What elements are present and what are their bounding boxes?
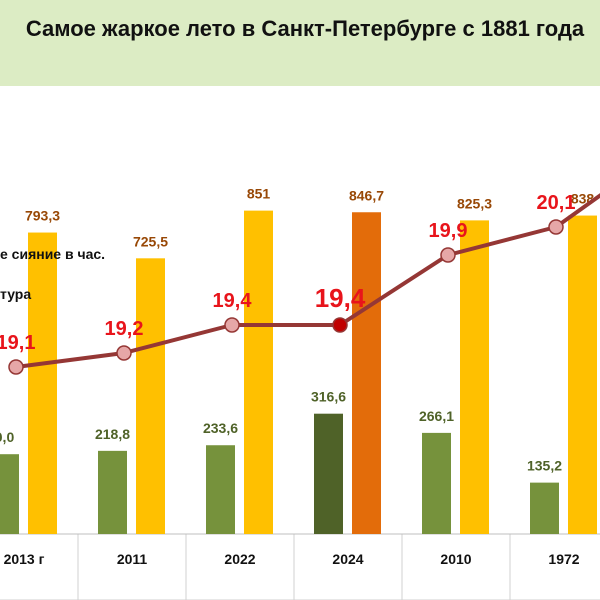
- category-cell: [293, 533, 403, 600]
- green-bar: [422, 432, 451, 534]
- yellow-bar-label: 793,3: [25, 208, 60, 224]
- yellow-bar-label: 825,3: [457, 195, 492, 211]
- yellow-bar: [352, 212, 381, 534]
- temperature-marker: [116, 345, 132, 361]
- category-cell: [0, 533, 79, 600]
- green-bar: [530, 482, 559, 534]
- temperature-label: 19,9: [429, 220, 468, 242]
- temperature-marker: [332, 317, 348, 333]
- category-label: 2013 г: [4, 551, 45, 567]
- temperature-marker: [440, 247, 456, 263]
- legend-entry: тура: [0, 286, 31, 302]
- green-bar: [0, 454, 19, 534]
- yellow-bar: [568, 215, 597, 534]
- chart-svg: 2013 г 2011 2022 2024 2010 1972 0,0 793,3 218,8 7…: [0, 186, 600, 600]
- temperature-label: 19,4: [315, 283, 366, 313]
- category-cell: [185, 533, 295, 600]
- yellow-bar-label: 725,5: [133, 233, 168, 249]
- temperature-label: 19,2: [105, 318, 144, 340]
- category-cell: [77, 533, 187, 600]
- yellow-bar: [460, 220, 489, 535]
- yellow-bar-label: 851: [247, 186, 271, 202]
- green-bar-label: 316,6: [311, 389, 346, 405]
- category-label: 1972: [548, 551, 579, 567]
- temperature-marker: [548, 219, 564, 235]
- green-bar: [314, 413, 343, 534]
- green-bar-label: 266,1: [419, 408, 454, 424]
- legend-entry: е сияние в час.: [0, 246, 105, 262]
- green-bar-label: 218,8: [95, 426, 130, 442]
- temperature-marker: [224, 317, 240, 333]
- temperature-marker: [8, 359, 24, 375]
- yellow-bar: [28, 232, 57, 534]
- green-bar-label: 0,0: [0, 429, 14, 445]
- title-band: [0, 0, 600, 86]
- temperature-label: 20,1: [537, 192, 576, 214]
- category-label: 2010: [440, 551, 471, 567]
- chart-title: Самое жаркое лето в Санкт-Петербурге с 1…: [25, 16, 585, 41]
- green-bar: [206, 445, 235, 534]
- yellow-bar-label: 846,7: [349, 187, 384, 203]
- green-bar-label: 233,6: [203, 420, 238, 436]
- plot-area: 2013 г 2011 2022 2024 2010 1972 0,0 793,3 218,8 7…: [0, 86, 600, 600]
- category-label: 2024: [332, 551, 363, 567]
- temperature-label: 19,1: [0, 332, 35, 354]
- category-label: 2022: [224, 551, 255, 567]
- category-cell: [401, 533, 511, 600]
- category-label: 2011: [117, 551, 148, 567]
- temperature-label: 19,4: [213, 290, 253, 312]
- yellow-bar: [136, 258, 165, 534]
- green-bar: [98, 450, 127, 534]
- category-cell: [509, 533, 600, 600]
- yellow-bar: [244, 210, 273, 534]
- green-bar-label: 135,2: [527, 458, 562, 474]
